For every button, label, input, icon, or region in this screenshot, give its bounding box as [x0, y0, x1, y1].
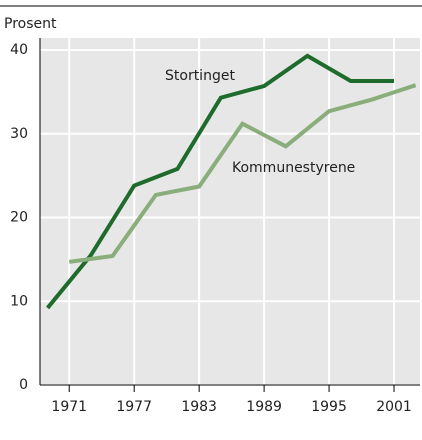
x-tick-label: 1971 — [51, 399, 87, 415]
y-tick-label: 0 — [19, 377, 28, 393]
y-tick-label: 30 — [10, 126, 28, 142]
x-tick-label: 1995 — [311, 399, 347, 415]
series-line — [68, 83, 417, 264]
y-axis-label: Prosent — [4, 16, 57, 32]
x-tick-label: 1977 — [116, 399, 152, 415]
series-line — [46, 53, 395, 310]
annotation: Stortinget — [165, 68, 235, 84]
annotation: Kommunestyrene — [232, 160, 355, 176]
y-tick-label: 40 — [10, 42, 28, 58]
y-tick-label: 10 — [10, 293, 28, 309]
x-tick-label: 1989 — [246, 399, 282, 415]
x-tick-label: 2001 — [376, 399, 412, 415]
plot-background — [40, 38, 420, 385]
x-tick-label: 1983 — [181, 399, 217, 415]
y-tick-label: 20 — [10, 210, 28, 226]
